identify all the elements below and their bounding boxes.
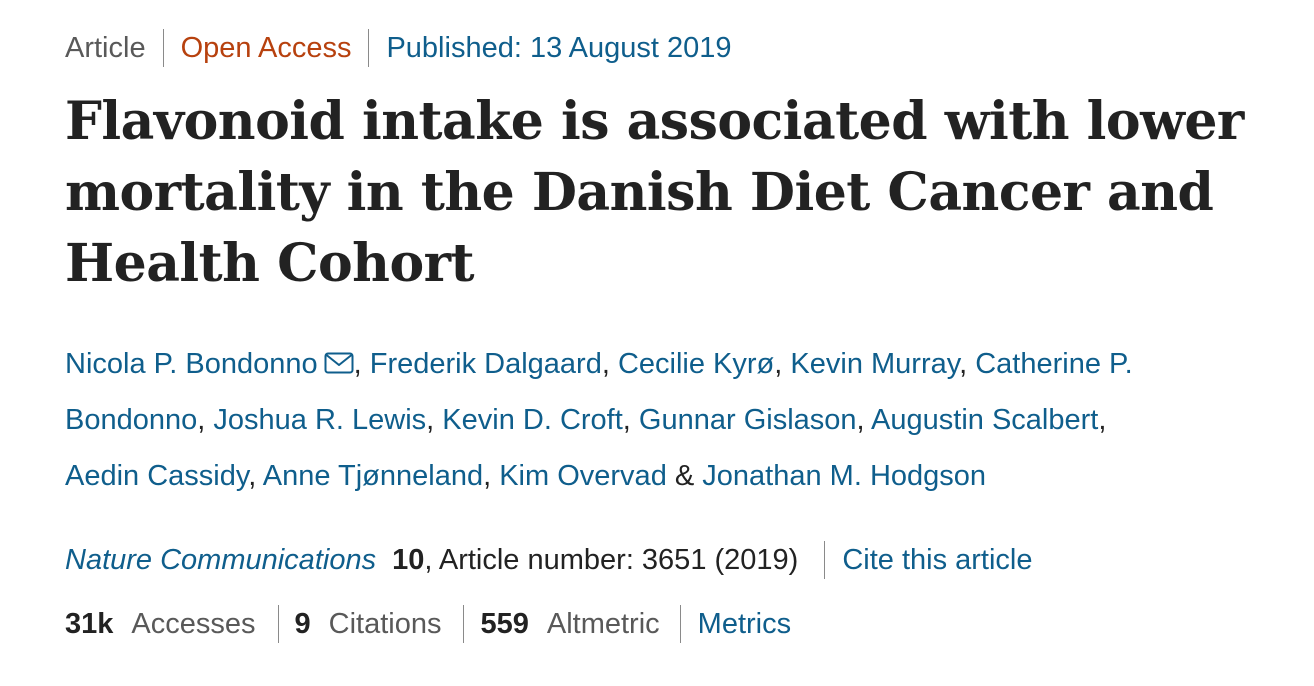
author-link[interactable]: Kim Overvad [499,460,667,492]
author-separator: , [959,348,976,380]
author-separator: , [483,460,500,492]
accesses-label: Accesses [131,608,256,640]
accesses-count: 31k [65,608,114,640]
author-separator: , [622,404,639,436]
author-link[interactable]: Anne Tjønneland [262,460,484,492]
citations-label: Citations [328,608,442,640]
article-type: Article [65,32,146,64]
cite-article-link[interactable]: Cite this article [842,544,1033,576]
author-link[interactable]: Joshua R. Lewis [213,404,427,436]
metrics-divider [277,605,279,643]
author-separator: , [601,348,618,380]
article-number: , Article number: 3651 (2019) [424,544,799,576]
meta-divider [368,29,370,67]
author-link[interactable]: Frederik Dalgaard [369,348,602,380]
altmetric-score: 559 [480,608,529,640]
mail-icon[interactable] [324,352,354,374]
author-link[interactable]: Cecilie Kyrø [617,348,775,380]
metrics-divider [463,605,465,643]
author-link[interactable]: Kevin D. Croft [442,404,623,436]
author-link[interactable]: Jonathan M. Hodgson [702,460,987,492]
author-link[interactable]: Catherine P. Bondonno [65,348,1133,436]
author-link[interactable]: Aedin Cassidy [65,460,249,492]
author-separator: , [1098,404,1107,436]
author-link[interactable]: Gunnar Gislason [638,404,857,436]
author-link[interactable]: Kevin Murray [790,348,960,380]
author-separator: , [426,404,443,436]
author-separator: & [666,460,703,492]
author-link[interactable]: Nicola P. Bondonno [65,348,318,380]
author-separator: , [774,348,791,380]
altmetric-label: Altmetric [546,608,660,640]
metrics-divider [679,605,681,643]
citations-count: 9 [294,608,311,640]
citation-divider [824,541,826,579]
article-meta: Article Open Access Published: 13 August… [65,28,732,68]
author-separator: , [353,348,370,380]
author-separator: , [248,460,263,492]
metrics-link[interactable]: Metrics [697,608,792,640]
open-access-badge: Open Access [180,32,352,64]
author-separator: , [197,404,214,436]
citation-row: Nature Communications 10 , Article numbe… [65,540,1033,580]
author-link[interactable]: Augustin Scalbert [871,404,1099,436]
journal-volume: 10 [392,544,425,576]
author-separator: , [856,404,872,436]
article-title: Flavonoid intake is associated with lowe… [65,91,1244,294]
meta-divider [162,29,164,67]
published-date: Published: 13 August 2019 [386,32,732,64]
metrics-row: 31k Accesses 9 Citations 559 Altmetric M… [65,604,791,644]
journal-name-link[interactable]: Nature Communications [65,544,377,576]
author-list: Nicola P. Bondonno, Frederik Dalgaard, C… [65,336,1280,504]
